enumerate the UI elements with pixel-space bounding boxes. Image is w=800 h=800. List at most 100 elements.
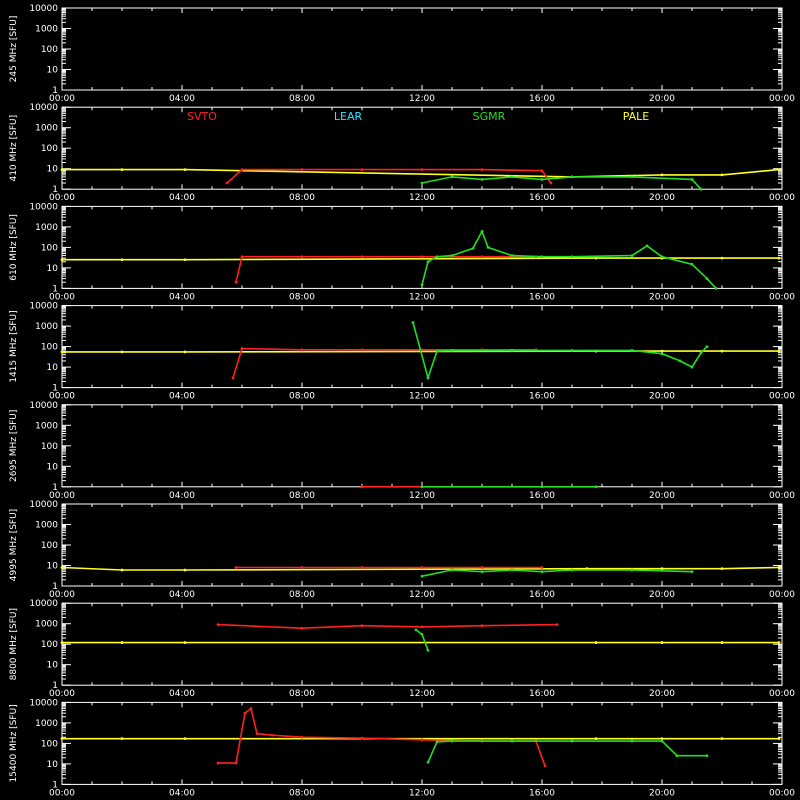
data-point-svto — [300, 255, 304, 259]
y-tick-label: 1000 — [35, 719, 58, 729]
data-point-pale — [777, 566, 781, 569]
y-tick-label: 1000 — [35, 620, 58, 630]
x-tick-label: 00:00 — [769, 292, 795, 302]
x-tick-label: 00:00 — [769, 491, 795, 501]
x-tick-label: 16:00 — [529, 788, 555, 798]
data-point-svto — [360, 736, 364, 740]
data-point-sgmr — [471, 246, 475, 250]
x-tick-label: 20:00 — [649, 590, 675, 600]
y-tick-label: 100 — [41, 45, 58, 55]
data-point-svto — [480, 566, 484, 569]
series-line-svto — [217, 623, 558, 630]
panel-frame-2 — [61, 205, 783, 289]
data-point-svto — [555, 623, 559, 627]
data-point-pale — [60, 737, 64, 741]
data-point-pale — [660, 567, 664, 571]
y-tick-label: 1 — [52, 185, 58, 195]
data-point-sgmr — [660, 352, 664, 356]
series-line-svto — [218, 707, 546, 767]
data-point-sgmr — [699, 187, 703, 191]
y-tick-label: 100 — [41, 640, 58, 650]
data-point-svto — [216, 761, 220, 765]
data-point-svto — [300, 735, 304, 739]
data-point-sgmr — [450, 254, 454, 257]
data-point-sgmr — [510, 175, 514, 179]
data-point-pale — [594, 641, 598, 644]
data-point-sgmr — [480, 178, 484, 181]
x-tick-label: 00:00 — [49, 94, 75, 104]
y-tick-label: 1 — [52, 483, 58, 493]
data-point-sgmr — [450, 175, 454, 179]
x-tick-label: 00:00 — [49, 590, 75, 600]
data-point-pale — [720, 641, 724, 644]
data-point-pale — [660, 641, 664, 644]
data-point-sgmr — [594, 485, 598, 489]
data-point-sgmr — [705, 345, 709, 348]
data-point-svto — [549, 181, 553, 185]
x-tick-label: 20:00 — [649, 392, 675, 402]
data-point-svto — [270, 733, 274, 737]
y-axis-label: 4995 MHz [SFU] — [9, 509, 19, 581]
data-point-svto — [540, 566, 544, 569]
y-axis-label: 2695 MHz [SFU] — [9, 410, 19, 482]
y-tick-label: 100 — [41, 343, 58, 353]
x-tick-label: 04:00 — [169, 788, 195, 798]
x-tick-label: 08:00 — [289, 590, 315, 600]
data-point-sgmr — [540, 485, 544, 489]
x-tick-label: 00:00 — [49, 292, 75, 302]
data-point-sgmr — [426, 760, 430, 764]
data-point-pale — [120, 568, 124, 572]
data-point-pale — [594, 737, 598, 741]
data-point-svto — [360, 485, 364, 489]
y-tick-label: 10000 — [29, 500, 58, 510]
data-point-pale — [777, 256, 781, 260]
data-point-sgmr — [480, 570, 484, 574]
data-point-pale — [60, 641, 64, 644]
x-tick-label: 08:00 — [289, 788, 315, 798]
y-tick-label: 10000 — [29, 202, 58, 212]
data-point-pale — [720, 737, 724, 741]
data-point-sgmr — [450, 568, 454, 572]
legend-lear: LEAR — [334, 110, 363, 123]
y-tick-label: 100 — [41, 144, 58, 154]
data-point-sgmr — [435, 255, 439, 259]
data-point-sgmr — [690, 570, 694, 574]
y-tick-label: 10 — [47, 760, 59, 770]
data-point-sgmr — [420, 283, 424, 287]
y-axis-label: 410 MHz [SFU] — [9, 115, 19, 182]
x-tick-label: 04:00 — [169, 590, 195, 600]
data-point-svto — [300, 626, 304, 630]
data-point-sgmr — [486, 246, 490, 249]
panel-frame-3 — [61, 305, 783, 389]
data-point-svto — [234, 566, 238, 569]
legend-svto: SVTO — [187, 110, 217, 123]
y-tick-label: 1000 — [35, 421, 58, 431]
x-tick-label: 00:00 — [769, 590, 795, 600]
data-point-sgmr — [570, 255, 574, 259]
y-tick-label: 1 — [52, 86, 58, 96]
panel-frame-4 — [61, 404, 783, 488]
data-point-svto — [216, 623, 220, 627]
data-point-svto — [243, 711, 247, 715]
y-tick-label: 10000 — [29, 103, 58, 113]
x-tick-label: 20:00 — [649, 689, 675, 699]
data-point-sgmr — [675, 754, 679, 758]
series-line-sgmr — [415, 629, 429, 651]
data-point-pale — [183, 568, 187, 572]
y-tick-label: 10000 — [29, 302, 58, 312]
data-point-sgmr — [450, 349, 454, 352]
x-tick-label: 16:00 — [529, 94, 555, 104]
data-point-sgmr — [510, 254, 514, 257]
data-point-sgmr — [426, 376, 430, 380]
data-point-svto — [360, 168, 364, 172]
data-point-svto — [543, 764, 547, 768]
data-point-svto — [234, 280, 238, 284]
data-point-sgmr — [699, 351, 703, 355]
x-tick-label: 08:00 — [289, 491, 315, 501]
panel-frame-5 — [61, 503, 783, 587]
series-line-svto — [232, 347, 536, 379]
data-point-sgmr — [510, 739, 514, 743]
data-point-svto — [420, 168, 424, 172]
x-tick-label: 08:00 — [289, 193, 315, 203]
y-tick-label: 10 — [47, 562, 59, 572]
